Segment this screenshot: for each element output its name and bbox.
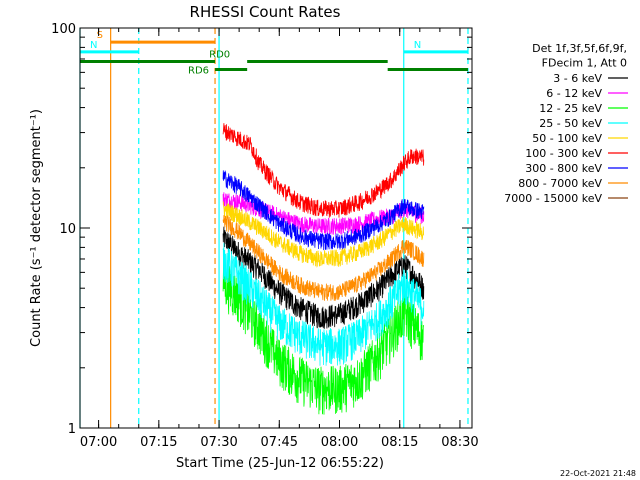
y-tick-label-2: 100 — [51, 22, 76, 37]
legend-label-1: 6 - 12 keV — [546, 87, 602, 100]
legend: Det 1f,3f,5f,6f,9f, FDecim 1, Att 0 3 - 6 … — [504, 42, 628, 205]
y-tick-label-0: 1 — [68, 422, 76, 437]
state-bar-label-2: N — [414, 40, 421, 51]
legend-label-8: 7000 - 15000 keV — [504, 192, 602, 205]
legend-label-3: 25 - 50 keV — [539, 117, 602, 130]
chart-title: RHESSI Count Rates — [190, 3, 341, 21]
legend-label-2: 12 - 25 keV — [539, 102, 602, 115]
x-tick-label-4: 08:00 — [321, 435, 358, 450]
state-bar-label-0: S — [97, 30, 103, 41]
x-tick-label-1: 07:15 — [140, 435, 177, 450]
x-axis-ticks: 07:00 07:15 07:30 07:45 08:00 08:15 08:30 — [80, 28, 479, 450]
legend-header-0: Det 1f,3f,5f,6f,9f, — [532, 42, 627, 55]
legend-header-1: FDecim 1, Att 0 — [542, 57, 627, 70]
data-series — [222, 123, 425, 415]
state-bar-label-3: RD6 — [188, 65, 209, 76]
x-tick-label-5: 08:15 — [381, 435, 418, 450]
legend-label-7: 800 - 7000 keV — [518, 177, 602, 190]
x-tick-label-0: 07:00 — [80, 435, 117, 450]
state-bar-label-4: RD0 — [209, 49, 230, 60]
series-line-7 — [222, 214, 425, 301]
series-line-0 — [222, 226, 425, 329]
legend-label-0: 3 - 6 keV — [553, 72, 602, 85]
x-axis-label: Start Time (25-Jun-12 06:55:22) — [176, 456, 384, 471]
timestamp: 22-Oct-2021 21:48 — [560, 469, 636, 478]
y-axis-label: Count Rate (s⁻¹ detector segment⁻¹) — [29, 109, 44, 347]
series-line-4 — [222, 201, 425, 268]
legend-label-4: 50 - 100 keV — [532, 132, 602, 145]
series-line-5 — [222, 123, 425, 218]
series-line-2 — [222, 260, 425, 415]
x-tick-label-2: 07:30 — [200, 435, 237, 450]
legend-label-5: 100 - 300 keV — [525, 147, 602, 160]
series-line-6 — [222, 170, 425, 251]
series-line-3 — [222, 242, 425, 366]
series-line-1 — [222, 192, 425, 235]
x-tick-label-6: 08:30 — [441, 435, 478, 450]
y-axis-ticks: 1 10 100 — [51, 22, 472, 437]
state-bar-label-1: N — [90, 40, 97, 51]
x-tick-label-3: 07:45 — [261, 435, 298, 450]
legend-label-6: 300 - 800 keV — [525, 162, 602, 175]
y-tick-label-1: 10 — [59, 222, 76, 237]
